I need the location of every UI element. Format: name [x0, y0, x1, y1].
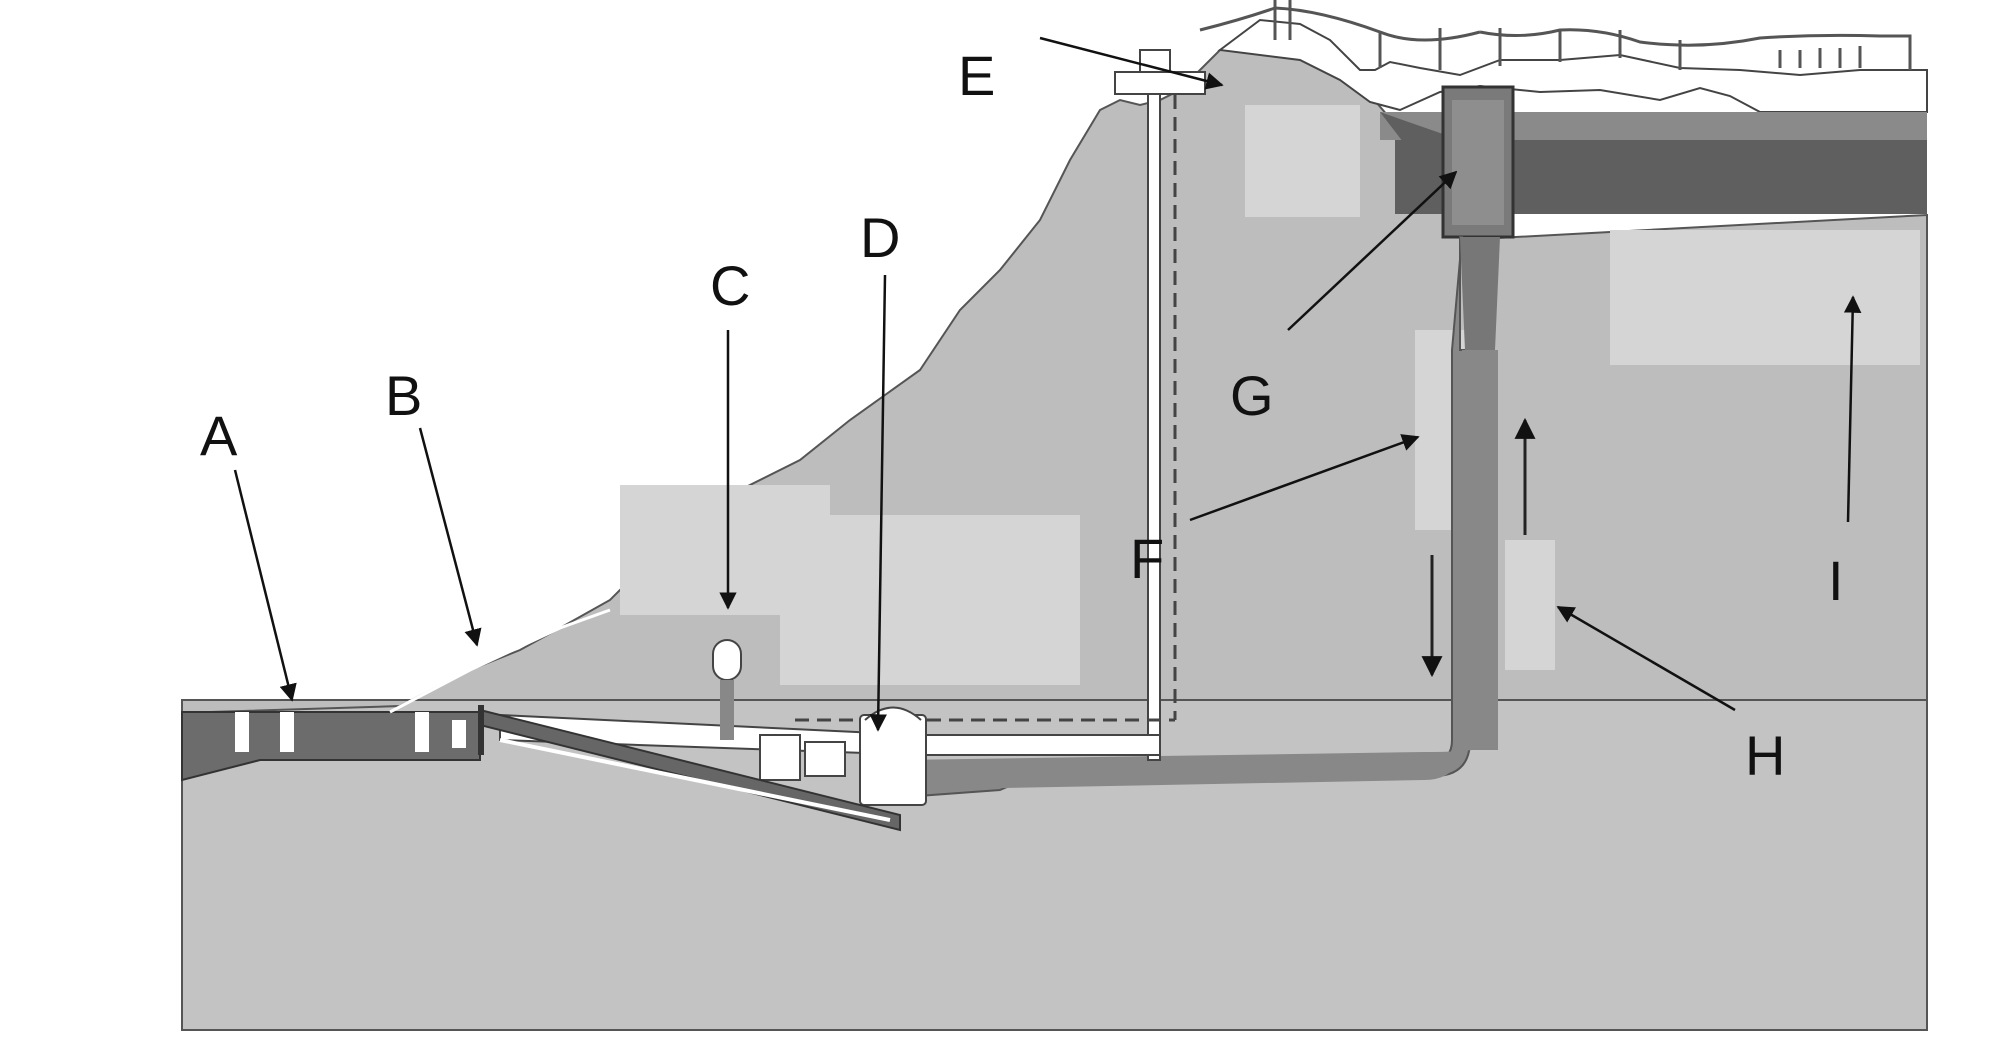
powerhouse	[759, 706, 927, 806]
label-box-1	[1245, 105, 1360, 217]
outlet-gate-2	[280, 712, 294, 752]
label-b: B	[385, 364, 422, 427]
surge-tank-inner	[1452, 100, 1504, 225]
tailrace-line	[499, 738, 891, 822]
leader-lines	[233, 36, 1862, 732]
label-box-2	[1610, 230, 1920, 365]
outlet-gate-1	[235, 712, 249, 752]
surface-crest	[1217, 18, 1928, 113]
power-lines	[1199, 0, 1912, 70]
label-box-4	[780, 515, 1080, 685]
outlet-channel	[181, 711, 481, 782]
label-c: C	[710, 254, 750, 317]
label-a: A	[200, 404, 238, 467]
label-i: I	[1828, 549, 1844, 612]
outlet-gate-3	[415, 712, 429, 752]
access-shaft	[1147, 89, 1161, 761]
label-f: F	[1130, 527, 1164, 590]
label-h: H	[1745, 724, 1785, 787]
outlet-wall	[478, 705, 484, 755]
outlet-gate-4	[452, 720, 466, 748]
transformer	[712, 639, 742, 740]
label-e: E	[958, 44, 995, 107]
shaft-head	[1114, 71, 1206, 95]
slope-surface	[389, 608, 611, 714]
pipe-vertical	[1462, 350, 1498, 750]
pipe-top	[1460, 237, 1500, 350]
label-box-6	[1505, 540, 1555, 670]
label-d: D	[860, 206, 900, 269]
pipe-bend	[900, 740, 1498, 790]
label-g: G	[1230, 364, 1274, 427]
